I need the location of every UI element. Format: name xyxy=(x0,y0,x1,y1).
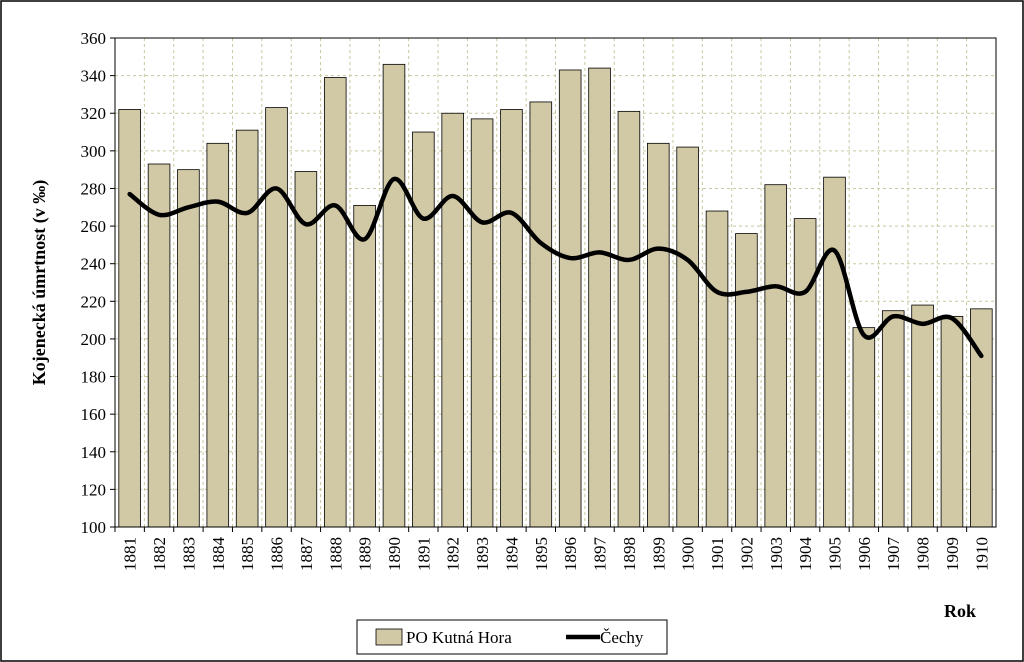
y-tick-label: 300 xyxy=(81,142,107,161)
bar xyxy=(940,315,964,528)
y-tick-label: 340 xyxy=(81,67,107,86)
x-tick-label: 1890 xyxy=(385,537,404,571)
bar xyxy=(647,142,670,528)
bar xyxy=(382,63,406,528)
bar xyxy=(470,118,494,528)
bar xyxy=(735,233,758,528)
y-tick-label: 220 xyxy=(81,292,107,311)
bar xyxy=(823,176,846,528)
x-tick-label: 1894 xyxy=(502,537,521,572)
x-tick-label: 1905 xyxy=(825,537,844,571)
x-tick-label: 1888 xyxy=(326,537,345,571)
x-tick-label: 1896 xyxy=(561,537,580,571)
x-axis-title: Rok xyxy=(944,601,976,621)
bar xyxy=(529,101,553,528)
bar xyxy=(235,129,259,528)
bar xyxy=(793,218,817,528)
legend-label-po-kutna-hora: PO Kutná Hora xyxy=(406,628,512,647)
x-axis: 1881 1882 1883 1884 1885 1886 1887 1888 1889 1890… xyxy=(114,527,991,572)
x-tick-label: 1887 xyxy=(297,537,316,572)
bar xyxy=(323,77,347,528)
y-tick-label: 180 xyxy=(81,368,107,387)
bar xyxy=(177,169,200,528)
bar xyxy=(265,107,288,528)
x-tick-label: 1898 xyxy=(620,537,639,571)
bar-series-po-kutna-hora xyxy=(118,63,993,528)
x-tick-label: 1892 xyxy=(444,537,463,571)
bar xyxy=(881,310,905,528)
bar xyxy=(441,112,464,528)
x-tick-label: 1901 xyxy=(708,537,727,571)
x-tick-label: 1910 xyxy=(972,537,991,571)
x-tick-label: 1904 xyxy=(796,537,815,572)
y-tick-label: 240 xyxy=(81,255,107,274)
y-axis: 100 120 140 160 180 200 220 240 260 280 300 320 340 3… xyxy=(81,29,115,537)
bar xyxy=(588,67,611,528)
x-tick-label: 1900 xyxy=(679,537,698,571)
y-axis-title: Kojenecká úmrtnost (v ‰) xyxy=(29,180,50,385)
x-tick-label: 1907 xyxy=(884,537,903,572)
bar xyxy=(412,131,435,528)
x-tick-label: 1908 xyxy=(914,537,933,571)
x-tick-label: 1906 xyxy=(855,537,874,571)
line-series-cechy xyxy=(127,176,984,359)
bar xyxy=(676,146,699,528)
x-tick-label: 1903 xyxy=(767,537,786,571)
bar xyxy=(558,69,582,528)
y-tick-label: 140 xyxy=(81,443,107,462)
x-tick-label: 1883 xyxy=(179,537,198,571)
y-tick-label: 320 xyxy=(81,104,107,123)
legend-swatch-po-kutna-hora xyxy=(375,628,403,646)
legend-label-cechy: Čechy xyxy=(600,628,644,647)
bar xyxy=(118,109,141,528)
y-tick-label: 260 xyxy=(81,217,107,236)
y-tick-label: 200 xyxy=(81,330,107,349)
x-tick-label: 1884 xyxy=(209,537,228,572)
bar xyxy=(852,327,876,528)
bar xyxy=(147,163,171,528)
y-tick-label: 100 xyxy=(81,518,107,537)
x-tick-label: 1897 xyxy=(591,537,610,572)
x-tick-label: 1893 xyxy=(473,537,492,571)
y-tick-label: 280 xyxy=(81,179,107,198)
x-tick-label: 1895 xyxy=(532,537,551,571)
x-tick-label: 1886 xyxy=(268,537,287,571)
bar xyxy=(617,110,641,528)
legend: PO Kutná Hora Čechy xyxy=(356,619,668,655)
bar xyxy=(764,184,788,528)
x-tick-label: 1909 xyxy=(943,537,962,571)
x-tick-label: 1885 xyxy=(238,537,257,571)
bar xyxy=(353,204,376,528)
bar xyxy=(500,109,523,528)
x-tick-label: 1902 xyxy=(737,537,756,571)
y-tick-label: 160 xyxy=(81,405,107,424)
x-tick-label: 1891 xyxy=(414,537,433,571)
legend-box xyxy=(356,619,668,655)
y-tick-label: 360 xyxy=(81,29,107,48)
y-tick-label: 120 xyxy=(81,480,107,499)
bar xyxy=(911,304,934,528)
x-tick-label: 1899 xyxy=(649,537,668,571)
x-tick-label: 1881 xyxy=(121,537,140,571)
bar xyxy=(705,210,729,528)
x-tick-label: 1882 xyxy=(150,537,169,571)
x-tick-label: 1889 xyxy=(356,537,375,571)
